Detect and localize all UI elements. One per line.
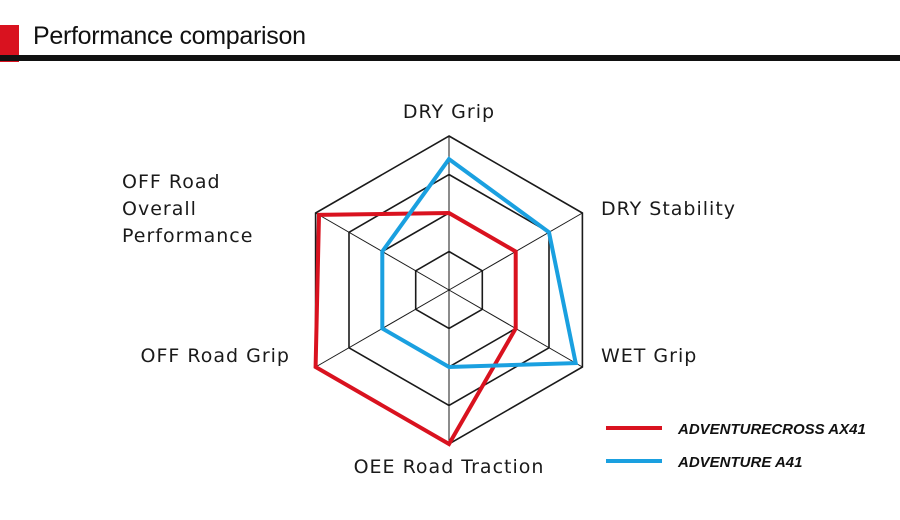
- legend-label-2: ADVENTURE A41: [677, 454, 802, 471]
- axis-label-1: DRY Grip: [403, 101, 495, 123]
- accent-bar: [0, 25, 19, 62]
- axis-label-2: DRY Stability: [601, 198, 736, 220]
- series-line-2: [380, 156, 579, 370]
- axis-label-3: WET Grip: [601, 345, 697, 367]
- legend-label-1: ADVENTURECROSS AX41: [677, 421, 866, 438]
- axis-label-6: OFF Road Overall Performance: [122, 171, 253, 247]
- axis-label-5: OFF Road Grip: [141, 345, 290, 367]
- axis-label-4: OEE Road Traction: [354, 456, 545, 478]
- series-line-1: [313, 210, 518, 447]
- section-header: Performance comparison: [0, 0, 900, 64]
- page-title: Performance comparison: [33, 22, 306, 50]
- header-divider: [0, 55, 900, 61]
